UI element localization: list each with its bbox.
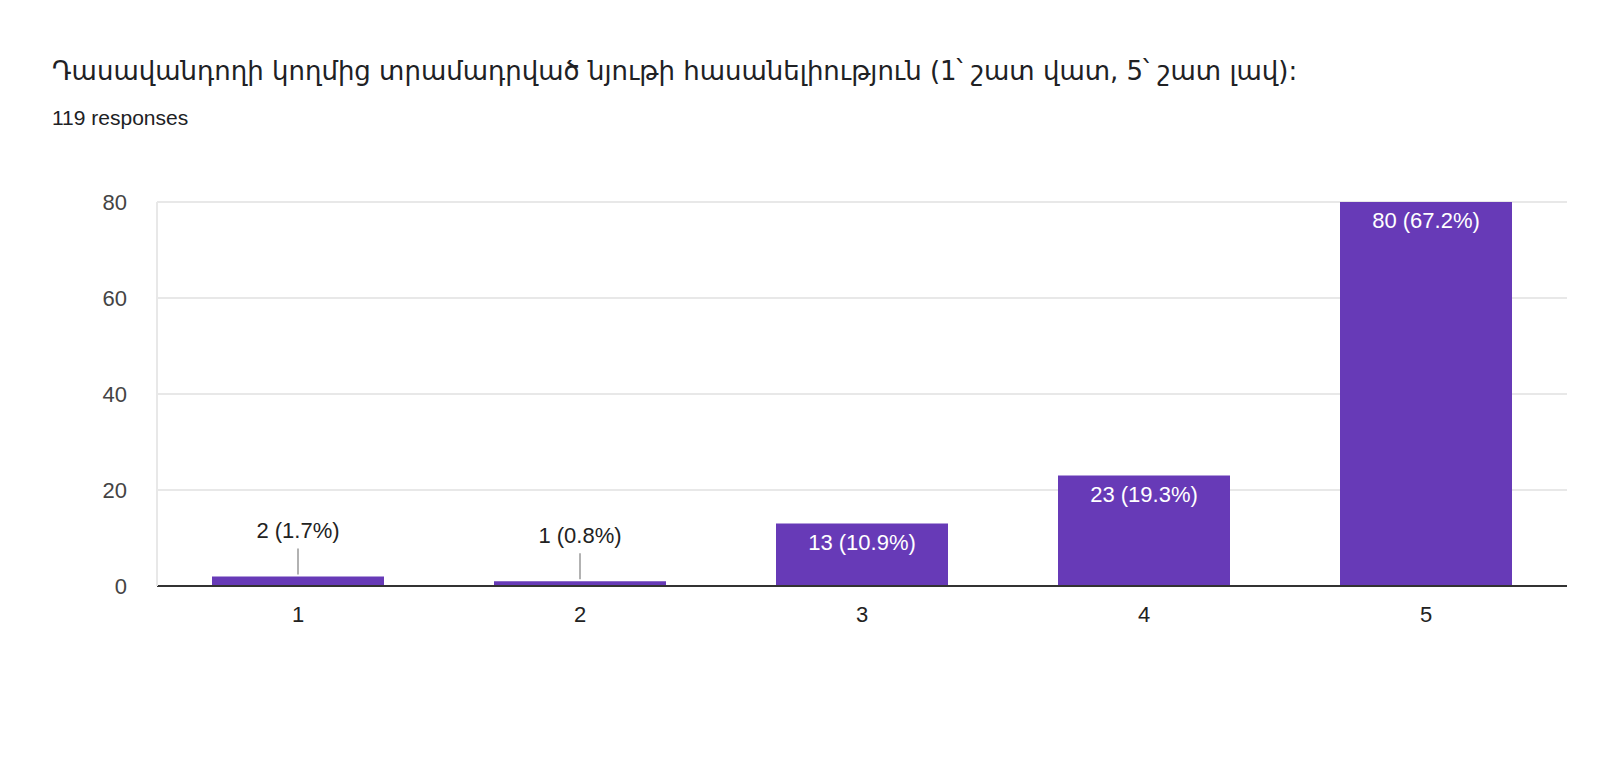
- svg-text:2 (1.7%): 2 (1.7%): [256, 518, 339, 543]
- svg-text:1: 1: [292, 602, 304, 627]
- svg-text:0: 0: [115, 574, 127, 599]
- html-text:119 responses: 119 responses: [52, 106, 189, 129]
- svg-text:20: 20: [103, 478, 127, 503]
- svg-text:5: 5: [1420, 602, 1432, 627]
- svg-text:3: 3: [856, 602, 868, 627]
- html-text:Դասավանդողի կողմից տրամադրված: Դասավանդողի կողմից տրամադրված նյութի հաս…: [52, 56, 1298, 86]
- svg-text:1 (0.8%): 1 (0.8%): [538, 523, 621, 548]
- svg-text:60: 60: [103, 286, 127, 311]
- svg-text:23 (19.3%): 23 (19.3%): [1090, 482, 1198, 507]
- svg-text:80 (67.2%): 80 (67.2%): [1372, 208, 1480, 233]
- svg-text:80: 80: [103, 190, 127, 215]
- svg-text:13 (10.9%): 13 (10.9%): [808, 530, 916, 555]
- svg-text:40: 40: [103, 382, 127, 407]
- svg-text:2: 2: [574, 602, 586, 627]
- svg-text:4: 4: [1138, 602, 1150, 627]
